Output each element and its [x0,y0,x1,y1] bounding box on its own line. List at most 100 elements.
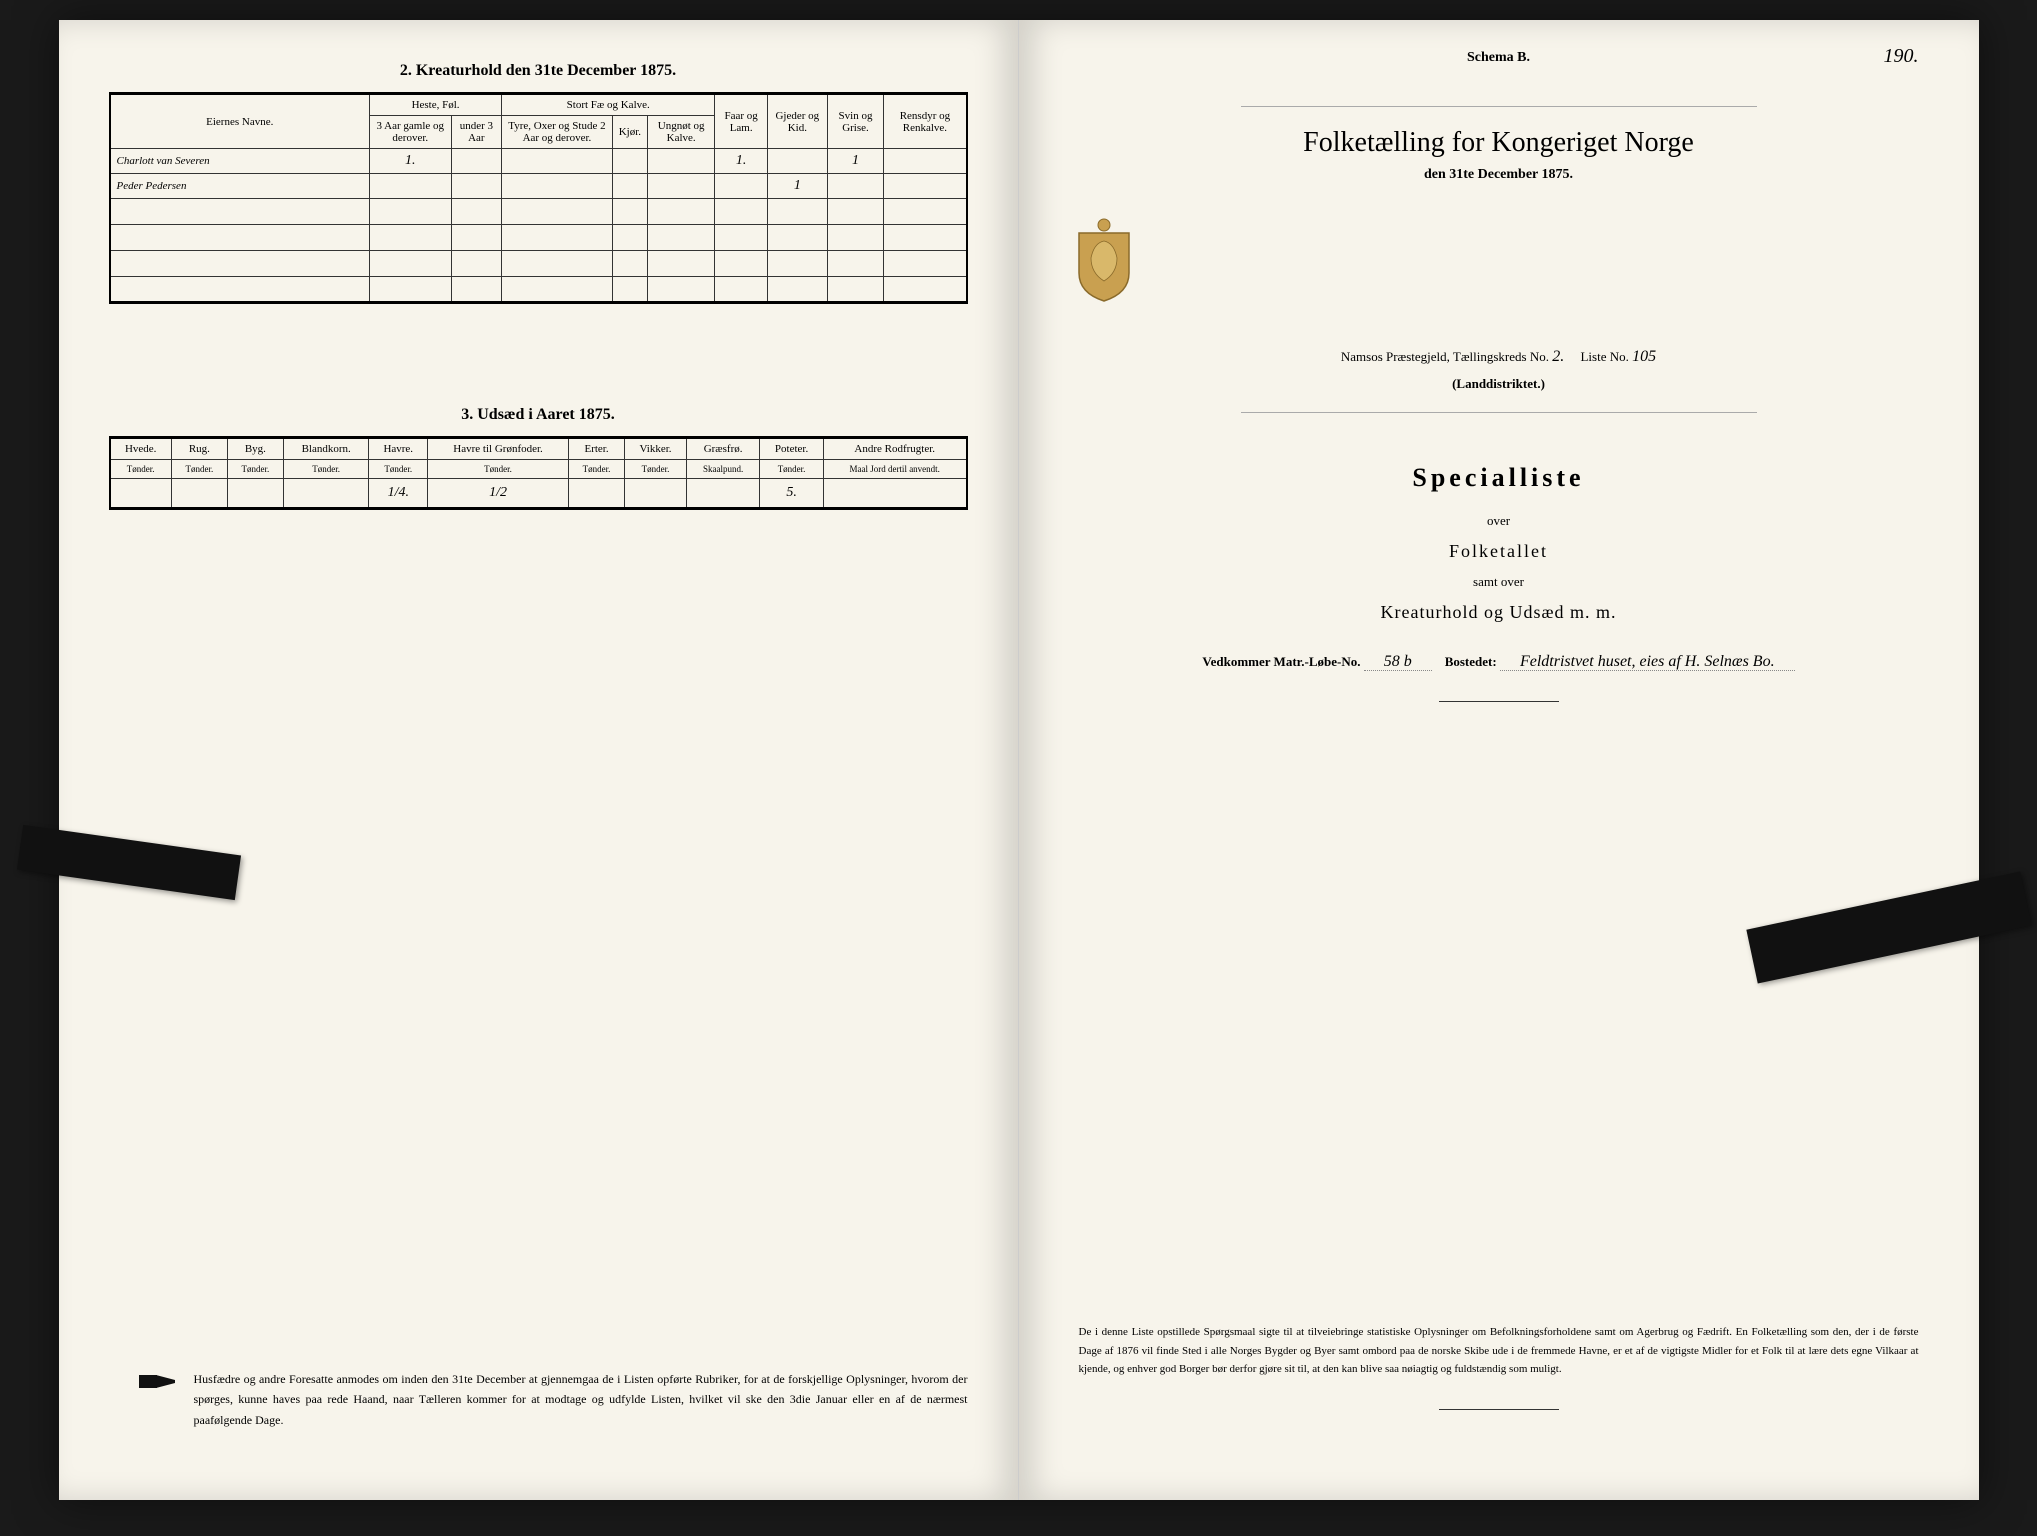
cell [827,225,884,251]
vedkommer-label-b: Bostedet: [1445,654,1497,669]
cell [884,199,967,225]
body-text: De i denne Liste opstillede Spørgsmaal s… [1079,1323,1919,1430]
cell [612,277,647,303]
liste-prefix: Liste No. [1580,349,1628,364]
col-header: Havre til Grønfoder. [428,438,569,460]
col-header: Havre. [369,438,428,460]
col-unit: Tønder. [760,460,824,479]
cell [502,149,613,174]
col-header: Hvede. [110,438,172,460]
footer-note-left: Husfædre og andre Foresatte anmodes om i… [139,1369,968,1430]
cell [110,199,370,225]
cell-value: Charlott van Severen [117,155,210,167]
cell [612,174,647,199]
census-title: Folketælling for Kongeriget Norge [1069,127,1929,159]
cell-value: 1/4. [388,485,409,500]
cell [370,174,452,199]
cell [884,277,967,303]
cell: 1/2 [428,479,569,509]
cell: 1. [370,149,452,174]
col-faar: Faar og Lam. [715,94,768,149]
cell [648,174,715,199]
divider-short [1439,701,1559,702]
col-gjeder: Gjeder og Kid. [768,94,828,149]
col-unit: Tønder. [428,460,569,479]
cell [648,199,715,225]
census-subtitle: den 31te December 1875. [1069,167,1929,183]
cell [569,479,625,509]
cell [451,225,502,251]
cell [768,199,828,225]
cell [110,251,370,277]
col-heste1: 3 Aar gamle og derover. [370,116,452,149]
pointing-hand-icon [139,1369,179,1394]
col-header: Byg. [227,438,283,460]
divider-short [1439,1409,1559,1410]
samt-label: samt over [1069,574,1929,590]
cell [283,479,369,509]
vedkommer-line: Vedkommer Matr.-Løbe-No. 58 b Bostedet: … [1069,653,1929,671]
cell [110,225,370,251]
col-unit: Tønder. [171,460,227,479]
specialliste-title: Specialliste [1069,463,1929,493]
table-row [110,277,967,303]
cell [451,277,502,303]
cell [110,277,370,303]
table-row [110,199,967,225]
col-stort3: Ungnøt og Kalve. [648,116,715,149]
col-heste: Heste, Føl. [370,94,502,116]
col-heste2: under 3 Aar [451,116,502,149]
cell-value: 1. [405,153,416,168]
book-spread: 2. Kreaturhold den 31te December 1875. E… [59,20,1979,1500]
col-header: Poteter. [760,438,824,460]
cell [502,277,613,303]
cell: 1 [827,149,884,174]
left-page: 2. Kreaturhold den 31te December 1875. E… [59,20,1019,1500]
cell [768,225,828,251]
col-header: Blandkorn. [283,438,369,460]
col-header: Rug. [171,438,227,460]
table-row [110,225,967,251]
vedkommer-label-a: Vedkommer Matr.-Løbe-No. [1202,654,1360,669]
cell [768,251,828,277]
cell [502,251,613,277]
cell [451,149,502,174]
col-stort1: Tyre, Oxer og Stude 2 Aar og derover. [502,116,613,149]
cell [648,149,715,174]
cell [612,225,647,251]
kreatur-line: Kreaturhold og Udsæd m. m. [1069,602,1929,623]
cell: 1/4. [369,479,428,509]
page-number: 190. [1884,45,1919,68]
cell [370,251,452,277]
cell [370,199,452,225]
cell [171,479,227,509]
col-header: Erter. [569,438,625,460]
col-ren: Rensdyr og Renkalve. [884,94,967,149]
cell [827,277,884,303]
body-paragraph: De i denne Liste opstillede Spørgsmaal s… [1079,1323,1919,1379]
right-page: 190. Schema B. Folketælling for Kongerig… [1019,20,1979,1500]
over-label: over [1069,513,1929,529]
divider [1241,106,1757,107]
col-unit: Tønder. [110,460,172,479]
cell [612,199,647,225]
cell [648,225,715,251]
col-unit: Tønder. [369,460,428,479]
cell-value: 1. [736,153,747,168]
section3-title: 3. Udsæd i Aaret 1875. [109,406,968,424]
schema-label: Schema B. [1069,50,1929,66]
cell [502,174,613,199]
cell [827,251,884,277]
cell [715,277,768,303]
col-svin: Svin og Grise. [827,94,884,149]
col-unit: Tønder. [569,460,625,479]
cell [884,174,967,199]
cell-value: 5. [786,485,797,500]
cell: Peder Pedersen [110,174,370,199]
crest-icon [1069,213,1139,303]
cell [451,251,502,277]
col-header: Andre Rodfrugter. [823,438,966,460]
bosted: Feldtristvet huset, eies af H. Selnæs Bo… [1500,653,1795,671]
col-unit: Tønder. [625,460,687,479]
kreatur-table: Eiernes Navne. Heste, Føl. Stort Fæ og K… [109,92,968,304]
